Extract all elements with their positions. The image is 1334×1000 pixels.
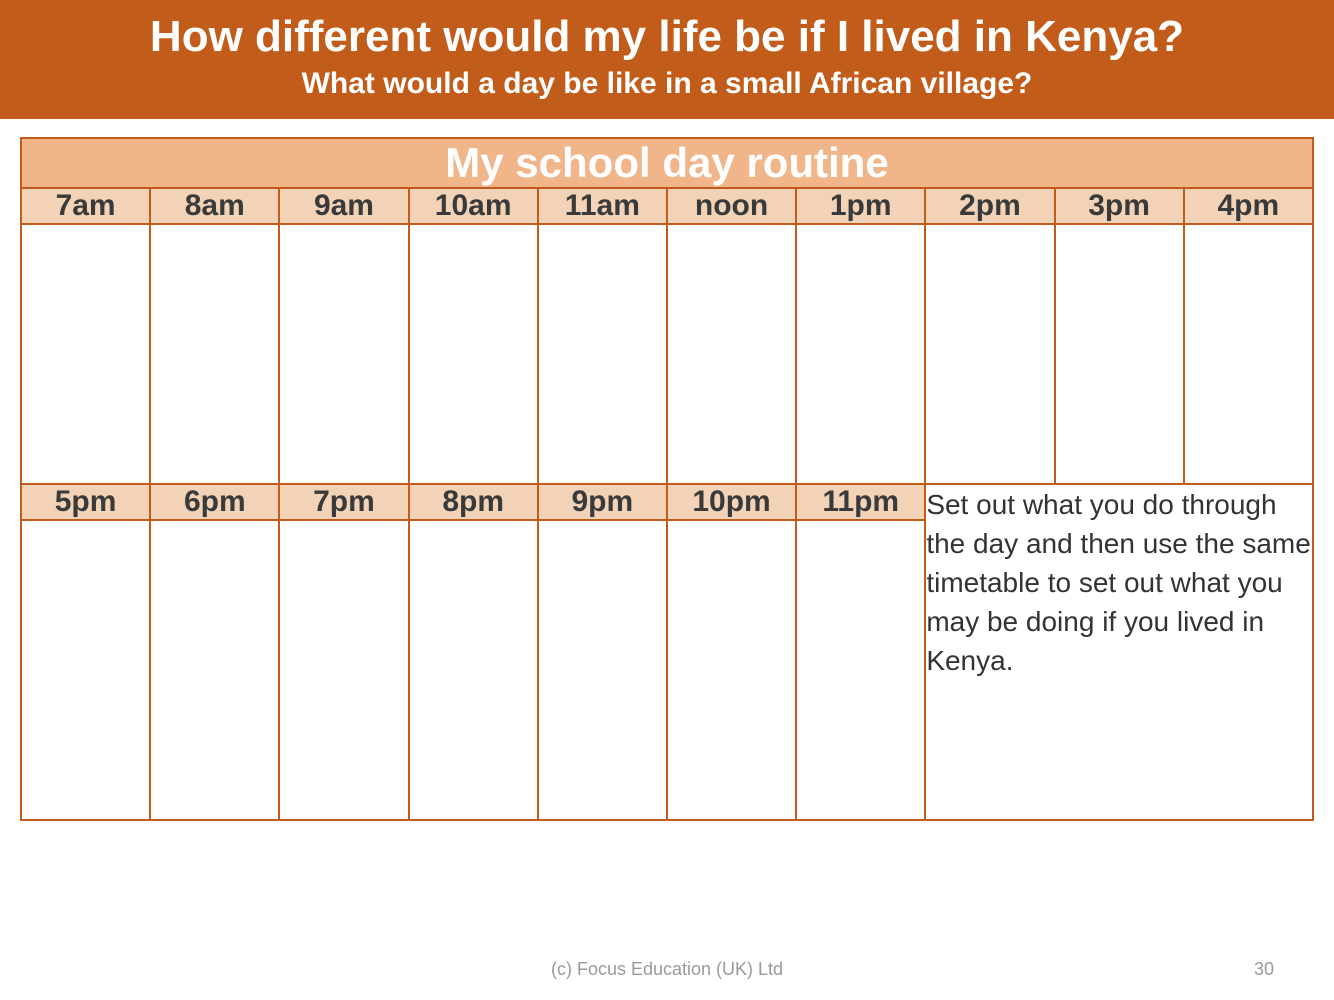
cell-5pm[interactable]	[21, 520, 150, 820]
hdr-11pm: 11pm	[796, 484, 925, 520]
hdr-9pm: 9pm	[538, 484, 667, 520]
row2-headers: 5pm 6pm 7pm 8pm 9pm 10pm 11pm Set out wh…	[21, 484, 1313, 520]
cell-2pm[interactable]	[925, 224, 1054, 484]
routine-table-wrap: My school day routine 7am 8am 9am 10am 1…	[20, 137, 1314, 821]
table-title: My school day routine	[21, 138, 1313, 188]
footer-copyright: (c) Focus Education (UK) Ltd	[551, 959, 783, 980]
hdr-8am: 8am	[150, 188, 279, 224]
row1-cells	[21, 224, 1313, 484]
hdr-4pm: 4pm	[1184, 188, 1313, 224]
cell-4pm[interactable]	[1184, 224, 1313, 484]
hdr-7pm: 7pm	[279, 484, 408, 520]
header-band: How different would my life be if I live…	[0, 0, 1334, 119]
cell-1pm[interactable]	[796, 224, 925, 484]
cell-noon[interactable]	[667, 224, 796, 484]
cell-10am[interactable]	[409, 224, 538, 484]
hdr-5pm: 5pm	[21, 484, 150, 520]
routine-table: My school day routine 7am 8am 9am 10am 1…	[20, 137, 1314, 821]
cell-8pm[interactable]	[409, 520, 538, 820]
footer-page-number: 30	[1254, 959, 1274, 980]
footer: (c) Focus Education (UK) Ltd 30	[0, 959, 1334, 980]
hdr-7am: 7am	[21, 188, 150, 224]
instruction-cell: Set out what you do through the day and …	[925, 484, 1313, 820]
cell-7pm[interactable]	[279, 520, 408, 820]
page-subtitle: What would a day be like in a small Afri…	[20, 67, 1314, 101]
cell-11am[interactable]	[538, 224, 667, 484]
cell-6pm[interactable]	[150, 520, 279, 820]
page-title: How different would my life be if I live…	[20, 12, 1314, 63]
row1-headers: 7am 8am 9am 10am 11am noon 1pm 2pm 3pm 4…	[21, 188, 1313, 224]
cell-3pm[interactable]	[1055, 224, 1184, 484]
hdr-8pm: 8pm	[409, 484, 538, 520]
cell-7am[interactable]	[21, 224, 150, 484]
cell-10pm[interactable]	[667, 520, 796, 820]
cell-11pm[interactable]	[796, 520, 925, 820]
cell-8am[interactable]	[150, 224, 279, 484]
hdr-1pm: 1pm	[796, 188, 925, 224]
hdr-11am: 11am	[538, 188, 667, 224]
hdr-noon: noon	[667, 188, 796, 224]
cell-9pm[interactable]	[538, 520, 667, 820]
hdr-9am: 9am	[279, 188, 408, 224]
hdr-10am: 10am	[409, 188, 538, 224]
hdr-2pm: 2pm	[925, 188, 1054, 224]
cell-9am[interactable]	[279, 224, 408, 484]
hdr-6pm: 6pm	[150, 484, 279, 520]
hdr-3pm: 3pm	[1055, 188, 1184, 224]
hdr-10pm: 10pm	[667, 484, 796, 520]
